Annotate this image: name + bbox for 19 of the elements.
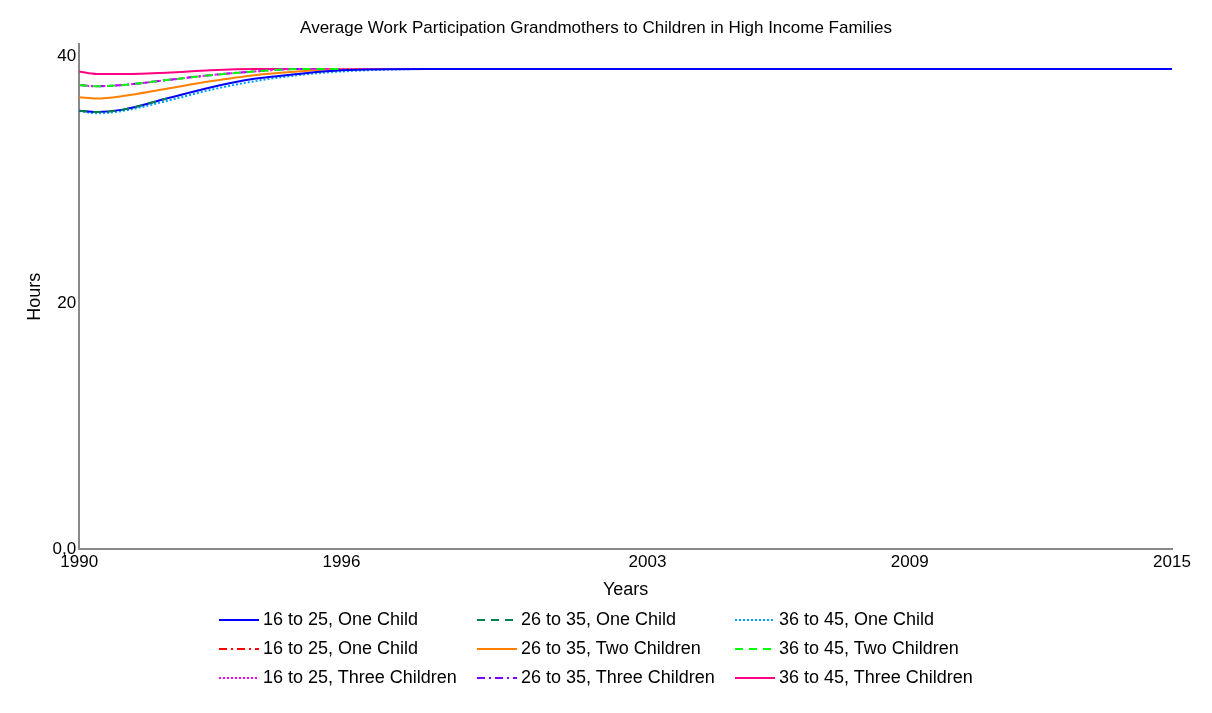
chart-title: Average Work Participation Grandmothers to Children in High Income Families: [300, 17, 892, 37]
x-tick-label: 2003: [628, 551, 667, 571]
legend-label: 26 to 35, Two Children: [521, 638, 701, 659]
legend-label: 36 to 45, Two Children: [779, 638, 959, 659]
legend-label: 16 to 25, Three Children: [263, 667, 457, 688]
line-series: [79, 97, 168, 114]
y-tick-label: 20: [57, 292, 77, 312]
y-tick-label: 40: [57, 46, 77, 66]
legend-label: 16 to 25, One Child: [263, 638, 419, 659]
legend-label: 36 to 45, One Child: [779, 609, 935, 630]
y-axis-title: Hours: [23, 272, 44, 321]
legend-label: 16 to 25, One Child: [263, 609, 419, 630]
x-axis-title: Years: [602, 579, 649, 600]
x-tick-label: 2015: [1153, 551, 1191, 571]
legend-label: 26 to 35, One Child: [521, 609, 677, 630]
x-tick-label: 1996: [322, 551, 361, 571]
legend-label: 36 to 45, Three Children: [779, 667, 973, 688]
x-tick-label: 2009: [890, 551, 929, 571]
legend-label: 26 to 35, Three Children: [521, 667, 715, 688]
